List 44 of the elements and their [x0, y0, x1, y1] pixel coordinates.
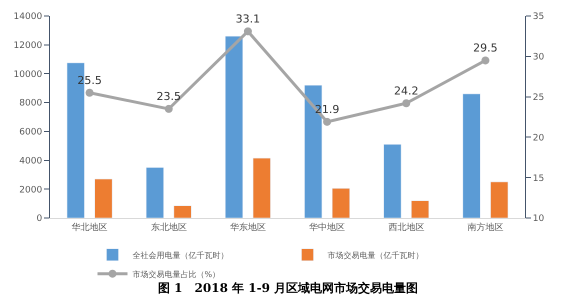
legend-label: 市场交易电量（亿千瓦时） [328, 250, 424, 260]
bar [225, 36, 244, 218]
y2-tick-label: 30 [532, 52, 545, 63]
x-tick-label: 西北地区 [388, 222, 424, 233]
x-tick-label: 华东地区 [230, 222, 266, 233]
point [244, 27, 252, 36]
y2-tick-label: 25 [532, 92, 544, 103]
x-tick-label: 华中地区 [309, 222, 346, 233]
legend-label: 全社会用电量（亿千瓦时） [132, 250, 228, 260]
y2-tick-label: 35 [532, 12, 544, 22]
x-tick-label: 南方地区 [467, 222, 504, 233]
bar [252, 158, 271, 218]
bar [383, 144, 402, 218]
point [323, 118, 332, 126]
point [402, 99, 410, 108]
y2-tick-label: 20 [532, 133, 545, 144]
y-tick-label: 4000 [19, 156, 42, 166]
data-label: 24.2 [394, 84, 418, 98]
bar [411, 200, 430, 218]
caption: 图 1 2018 年 1-9 月区域电网市场交易电量图 [158, 281, 418, 295]
data-label: 33.1 [236, 12, 260, 26]
y-tick-label: 12000 [14, 41, 42, 52]
y-tick-label: 2000 [19, 185, 42, 196]
bar [174, 205, 192, 218]
bar [146, 167, 164, 218]
y-tick-label: 0 [36, 214, 42, 224]
point [86, 88, 94, 97]
y-tick-label: 6000 [19, 128, 42, 138]
legend-label: 市场交易电量占比（%） [132, 270, 220, 279]
bar [332, 188, 350, 218]
data-label: 23.5 [156, 90, 181, 104]
y-tick-label: 8000 [19, 98, 42, 109]
bar [490, 182, 508, 218]
y2-tick-label: 10 [532, 214, 545, 224]
data-label: 29.5 [473, 42, 498, 55]
x-tick-label: 东北地区 [150, 222, 187, 233]
x-tick-label: 华北地区 [72, 222, 108, 233]
y-tick-label: 14000 [14, 12, 42, 22]
y2-tick-label: 15 [532, 174, 544, 184]
point [481, 56, 490, 64]
point [164, 104, 173, 113]
bar [94, 178, 112, 218]
y-tick-label: 10000 [14, 70, 42, 80]
bar [462, 94, 481, 218]
